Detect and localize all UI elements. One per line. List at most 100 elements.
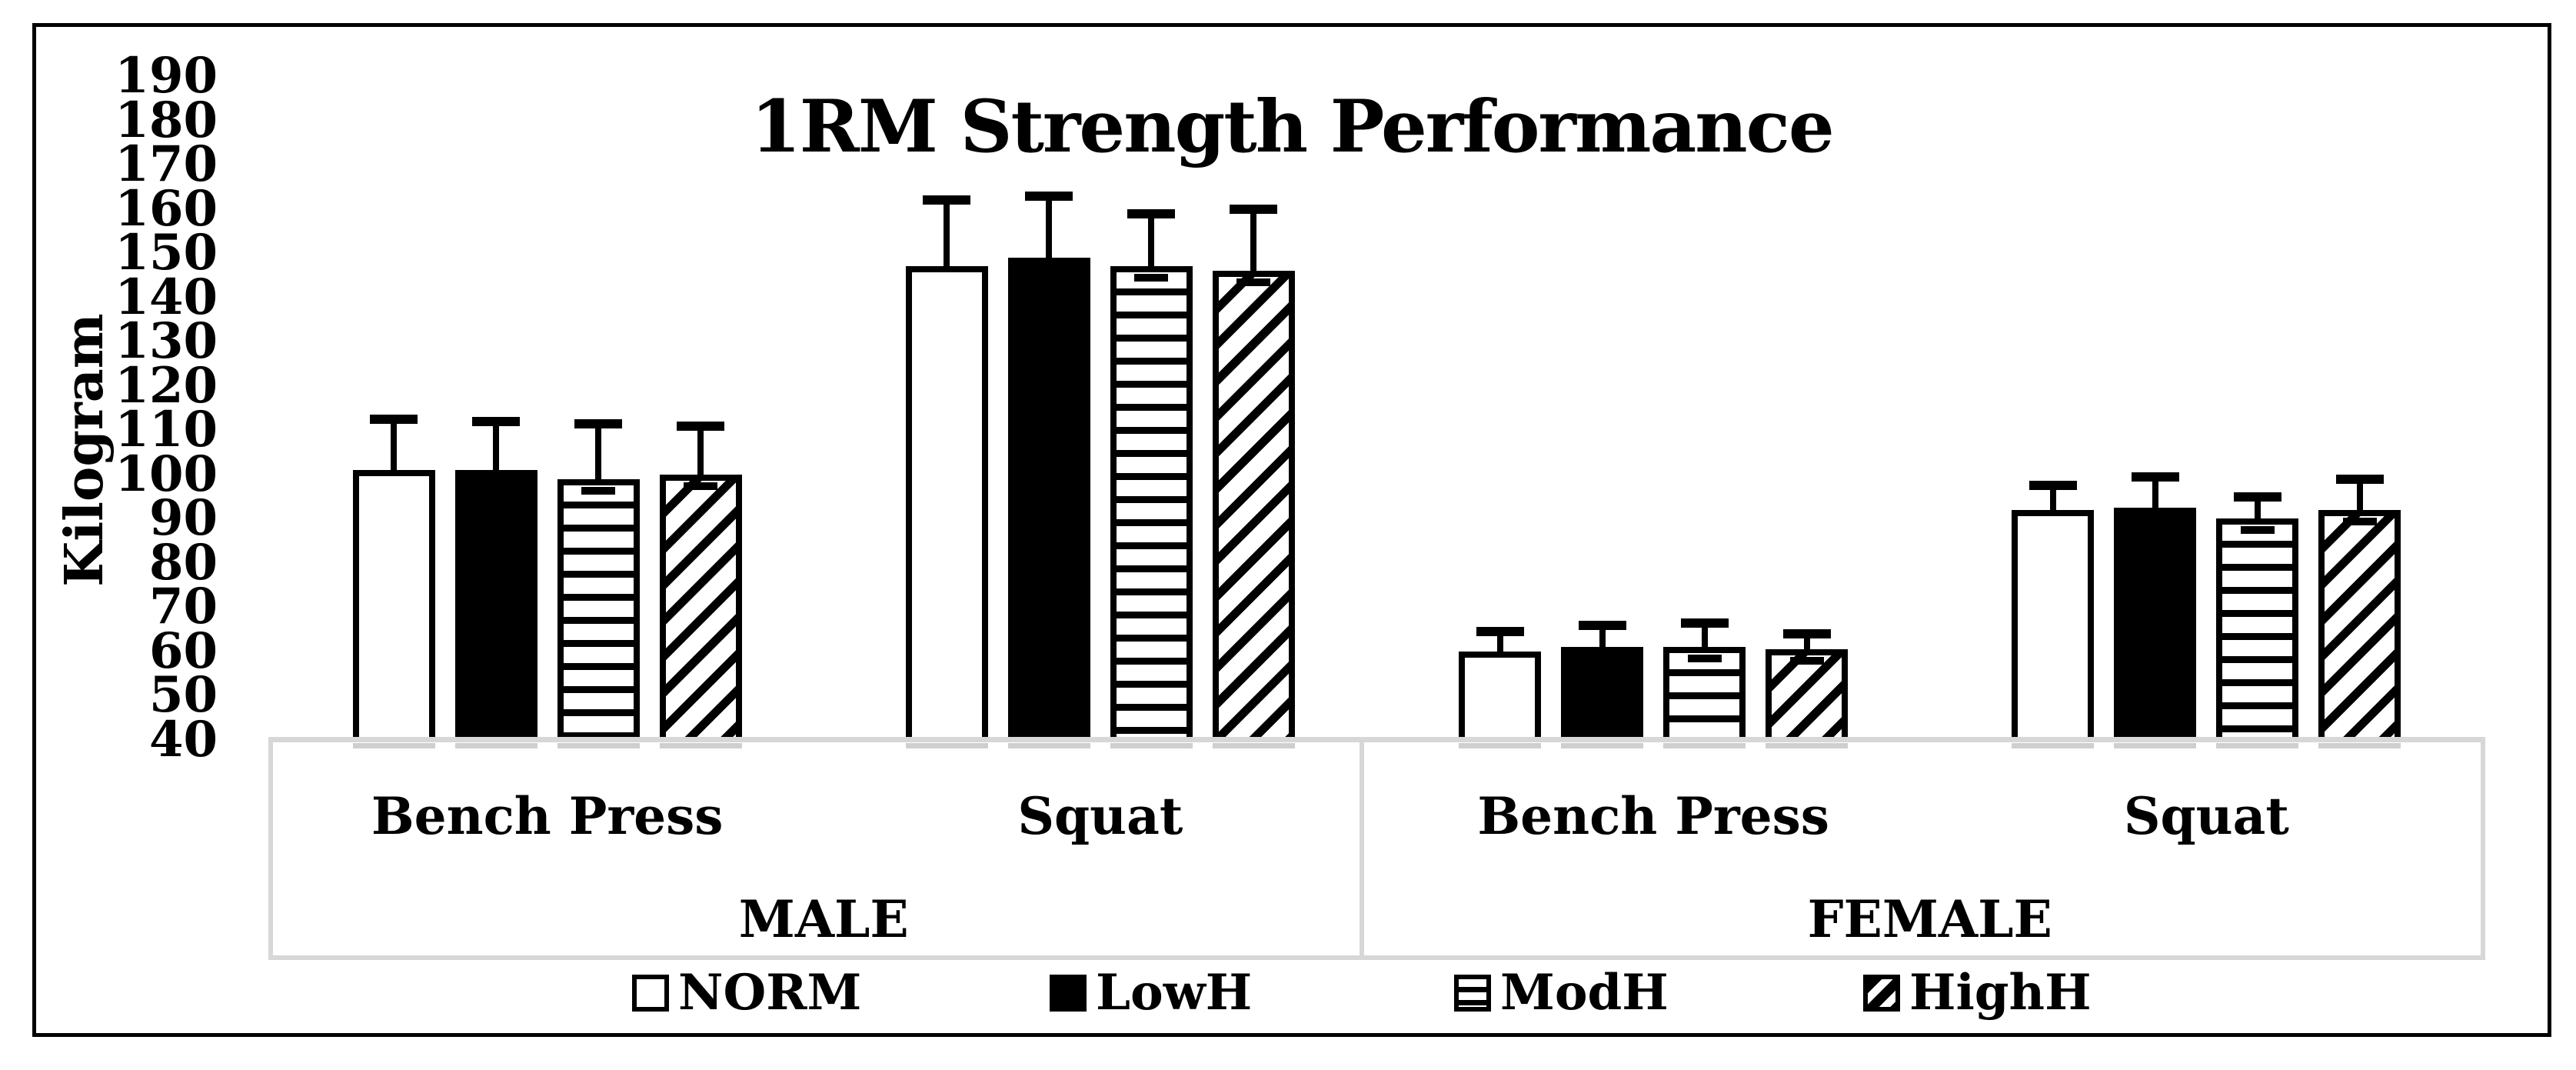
- error-bar-cap: [923, 195, 971, 205]
- error-bar-line: [1803, 634, 1810, 650]
- error-bar-line: [1046, 195, 1053, 258]
- group-divider-line: [1360, 737, 1364, 960]
- bar-norm: [2012, 509, 2095, 740]
- group-divider-line: [268, 737, 273, 960]
- bar-base-shadow: [1459, 743, 1542, 748]
- error-bar-line: [595, 423, 602, 479]
- y-tick-label: 40: [148, 711, 218, 768]
- bar-base-shadow: [2114, 743, 2197, 748]
- error-bar-cap: [1476, 627, 1524, 637]
- y-tick-label: 130: [115, 312, 218, 371]
- y-tick-label: 180: [115, 91, 218, 149]
- bar-base-shadow: [2012, 743, 2095, 748]
- bar-norm: [1459, 651, 1542, 740]
- group-label: FEMALE: [1807, 889, 2052, 949]
- bar-base-shadow: [1212, 743, 1295, 748]
- bar-base-shadow: [454, 743, 537, 748]
- bar-highh: [659, 474, 742, 740]
- y-tick-label: 150: [115, 224, 218, 282]
- category-label: Squat: [2123, 786, 2289, 846]
- y-tick-label: 50: [148, 666, 218, 725]
- y-tick-label: 60: [148, 622, 218, 680]
- y-tick-label: 170: [115, 135, 218, 194]
- y-tick-label: 70: [148, 578, 218, 636]
- error-bar-line: [2254, 496, 2261, 519]
- error-bar-base-cap: [2342, 517, 2377, 525]
- error-bar-line: [697, 425, 704, 475]
- error-bar-line: [1148, 213, 1155, 267]
- bar-base-shadow: [2318, 743, 2401, 748]
- error-bar-base-cap: [581, 486, 616, 495]
- error-bar-cap: [1025, 191, 1073, 201]
- error-bar-base-cap: [1134, 274, 1169, 282]
- bar-highh: [2318, 509, 2401, 740]
- bar-lowh: [454, 470, 537, 740]
- error-bar-cap: [2029, 481, 2077, 491]
- bar-modh: [2216, 518, 2299, 740]
- error-bar-line: [944, 200, 950, 267]
- error-bar-cap: [1578, 620, 1626, 630]
- bar-modh: [1110, 266, 1193, 740]
- error-bar-cap: [1782, 629, 1831, 639]
- y-tick-label: 90: [148, 489, 218, 548]
- error-bar-line: [493, 422, 500, 471]
- chart-title: 1RM Strength Performance: [751, 85, 1834, 169]
- bar-lowh: [1007, 257, 1090, 740]
- bar-base-shadow: [352, 743, 435, 748]
- category-label: Bench Press: [371, 786, 724, 846]
- category-label: Bench Press: [1477, 786, 1829, 846]
- bar-base-shadow: [905, 743, 988, 748]
- bar-base-shadow: [1007, 743, 1090, 748]
- error-bar-base-cap: [1236, 278, 1271, 287]
- lowh-pattern-swatch-icon: [1050, 975, 1087, 1012]
- bar-base-shadow: [659, 743, 742, 748]
- bar-base-shadow: [557, 743, 640, 748]
- error-bar-line: [1496, 632, 1503, 652]
- bar-base-shadow: [1110, 743, 1193, 748]
- error-bar-cap: [2335, 474, 2384, 484]
- error-bar-cap: [1127, 208, 1176, 218]
- bar-highh: [1212, 271, 1295, 740]
- error-bar-cap: [1680, 618, 1729, 628]
- error-bar-cap: [472, 417, 521, 426]
- error-bar-line: [1250, 208, 1257, 272]
- error-bar-cap: [370, 415, 418, 425]
- modh-pattern-swatch-icon: [1454, 975, 1491, 1012]
- category-axis-bottom-line: [271, 955, 2483, 960]
- error-bar-line: [1701, 622, 1708, 648]
- error-bar-base-cap: [1789, 657, 1824, 665]
- y-tick-label: 80: [148, 533, 218, 592]
- bar-lowh: [2114, 507, 2197, 740]
- bar-norm: [905, 266, 988, 740]
- error-bar-line: [2356, 478, 2363, 510]
- group-divider-line: [2481, 737, 2485, 960]
- error-bar-line: [391, 419, 398, 471]
- bar-norm: [352, 470, 435, 740]
- error-bar-base-cap: [2240, 526, 2275, 535]
- legend-label: NORM: [678, 964, 862, 1022]
- legend-label: LowH: [1096, 964, 1253, 1022]
- highh-pattern-swatch-icon: [1863, 975, 1900, 1012]
- y-tick-label: 110: [115, 401, 218, 459]
- legend-label: ModH: [1500, 964, 1669, 1022]
- bar-lowh: [1561, 647, 1644, 740]
- error-bar-cap: [2233, 492, 2281, 502]
- bar-base-shadow: [1663, 743, 1746, 748]
- error-bar-cap: [1230, 204, 1278, 214]
- bar-base-shadow: [1766, 743, 1849, 748]
- error-bar-cap: [677, 421, 725, 431]
- bar-modh: [1663, 647, 1746, 740]
- error-bar-base-cap: [684, 482, 718, 490]
- y-tick-label: 160: [115, 179, 218, 238]
- y-tick-label: 100: [115, 445, 218, 503]
- category-label: Squat: [1017, 786, 1183, 846]
- bar-modh: [557, 478, 640, 740]
- error-bar-cap: [2131, 472, 2179, 482]
- error-bar-line: [1599, 625, 1606, 648]
- error-bar-line: [2049, 485, 2056, 510]
- norm-pattern-swatch-icon: [632, 975, 669, 1012]
- y-tick-label: 140: [115, 268, 218, 326]
- error-bar-cap: [574, 418, 623, 428]
- bar-base-shadow: [2216, 743, 2299, 748]
